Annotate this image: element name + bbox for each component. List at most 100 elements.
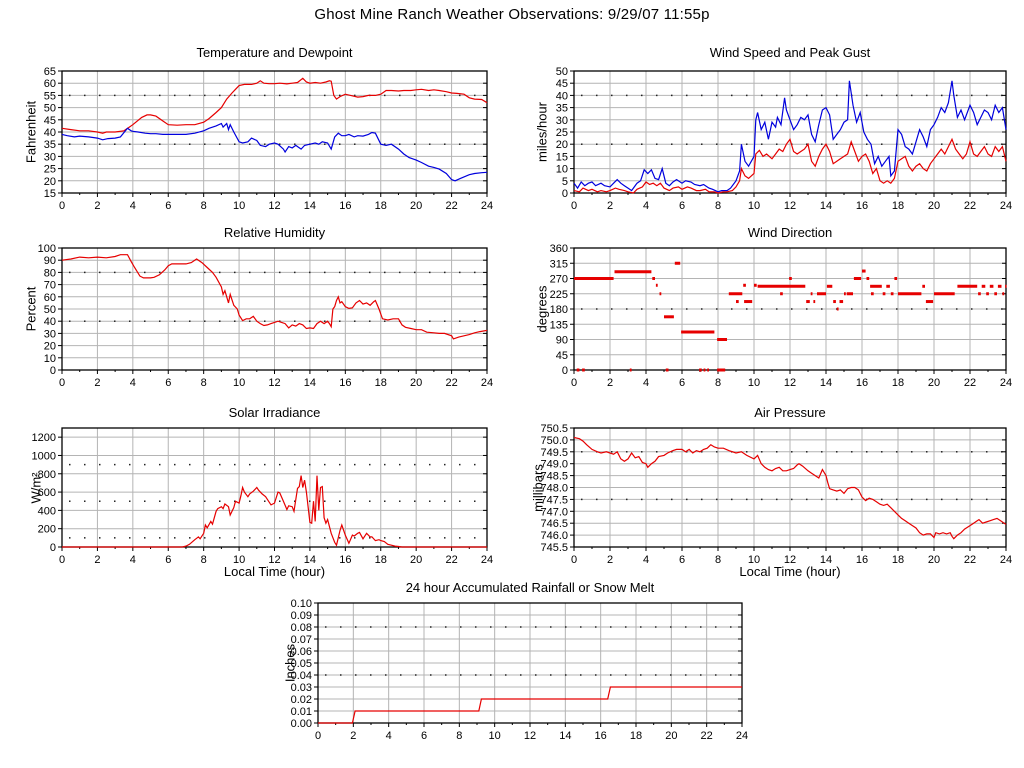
- svg-text:270: 270: [550, 274, 568, 286]
- svg-text:8: 8: [715, 377, 721, 389]
- svg-text:20: 20: [665, 730, 677, 742]
- svg-text:10: 10: [748, 200, 760, 212]
- chart-title-pressure: Air Pressure: [754, 405, 826, 420]
- svg-text:750.5: 750.5: [540, 423, 568, 435]
- svg-text:135: 135: [550, 319, 568, 331]
- svg-text:65: 65: [44, 66, 56, 78]
- svg-text:6: 6: [421, 730, 427, 742]
- svg-text:2: 2: [94, 377, 100, 389]
- svg-text:90: 90: [44, 255, 56, 267]
- svg-text:10: 10: [489, 730, 501, 742]
- svg-text:4: 4: [130, 554, 136, 566]
- svg-text:20: 20: [44, 176, 56, 188]
- svg-text:600: 600: [38, 487, 56, 499]
- svg-text:14: 14: [304, 554, 316, 566]
- svg-text:8: 8: [456, 730, 462, 742]
- svg-text:12: 12: [784, 377, 796, 389]
- svg-text:20: 20: [928, 377, 940, 389]
- svg-text:24: 24: [1000, 554, 1012, 566]
- y-axis-label-millibars: millibars: [530, 464, 546, 512]
- svg-text:22: 22: [701, 730, 713, 742]
- svg-text:746.0: 746.0: [540, 530, 568, 542]
- svg-text:0: 0: [59, 377, 65, 389]
- svg-text:746.5: 746.5: [540, 518, 568, 530]
- svg-text:45: 45: [556, 78, 568, 90]
- svg-text:80: 80: [44, 267, 56, 279]
- svg-text:40: 40: [556, 90, 568, 102]
- svg-text:2: 2: [94, 200, 100, 212]
- svg-text:10: 10: [233, 200, 245, 212]
- svg-text:10: 10: [748, 554, 760, 566]
- svg-text:0: 0: [50, 542, 56, 554]
- chart-title-solar: Solar Irradiance: [228, 405, 321, 420]
- svg-text:60: 60: [44, 78, 56, 90]
- svg-text:4: 4: [386, 730, 392, 742]
- svg-text:2: 2: [607, 200, 613, 212]
- svg-text:40: 40: [44, 316, 56, 328]
- svg-text:8: 8: [201, 377, 207, 389]
- svg-text:35: 35: [44, 139, 56, 151]
- svg-text:18: 18: [892, 554, 904, 566]
- svg-text:6: 6: [165, 377, 171, 389]
- svg-text:0.02: 0.02: [291, 694, 312, 706]
- svg-text:4: 4: [643, 554, 649, 566]
- svg-text:8: 8: [201, 200, 207, 212]
- svg-text:22: 22: [964, 200, 976, 212]
- svg-text:12: 12: [524, 730, 536, 742]
- svg-text:50: 50: [556, 66, 568, 78]
- svg-text:2: 2: [607, 377, 613, 389]
- svg-text:8: 8: [715, 554, 721, 566]
- svg-text:18: 18: [630, 730, 642, 742]
- svg-text:22: 22: [445, 554, 457, 566]
- svg-text:200: 200: [38, 524, 56, 536]
- y-axis-label-fahrenheit: Fahrenheit: [23, 100, 39, 164]
- svg-text:20: 20: [928, 554, 940, 566]
- svg-text:0: 0: [50, 365, 56, 377]
- svg-text:22: 22: [964, 377, 976, 389]
- chart-title-temperature: Temperature and Dewpoint: [196, 45, 353, 60]
- svg-text:14: 14: [304, 377, 316, 389]
- svg-text:60: 60: [44, 292, 56, 304]
- svg-text:20: 20: [44, 341, 56, 353]
- svg-text:20: 20: [410, 200, 422, 212]
- svg-text:4: 4: [130, 377, 136, 389]
- svg-text:0: 0: [562, 188, 568, 200]
- svg-text:747.5: 747.5: [540, 494, 568, 506]
- svg-text:360: 360: [550, 243, 568, 255]
- y-axis-label-wm2: W/m²: [28, 472, 44, 504]
- svg-text:0.00: 0.00: [291, 718, 312, 730]
- svg-text:14: 14: [820, 377, 832, 389]
- svg-text:22: 22: [445, 377, 457, 389]
- svg-text:10: 10: [44, 353, 56, 365]
- svg-text:2: 2: [607, 554, 613, 566]
- svg-text:750.0: 750.0: [540, 435, 568, 447]
- svg-text:24: 24: [481, 200, 493, 212]
- svg-text:0: 0: [571, 377, 577, 389]
- svg-text:10: 10: [233, 554, 245, 566]
- chart-title-humidity: Relative Humidity: [223, 225, 326, 240]
- svg-text:5: 5: [562, 176, 568, 188]
- svg-text:22: 22: [964, 554, 976, 566]
- svg-text:10: 10: [556, 164, 568, 176]
- svg-text:14: 14: [304, 200, 316, 212]
- svg-text:745.5: 745.5: [540, 542, 568, 554]
- svg-text:50: 50: [44, 103, 56, 115]
- svg-text:14: 14: [820, 554, 832, 566]
- svg-text:25: 25: [44, 164, 56, 176]
- svg-text:2: 2: [350, 730, 356, 742]
- svg-text:0: 0: [571, 554, 577, 566]
- svg-text:18: 18: [375, 377, 387, 389]
- x-axis-label-local-time-left: Local Time (hour): [223, 564, 326, 579]
- svg-text:24: 24: [481, 377, 493, 389]
- svg-text:2: 2: [94, 554, 100, 566]
- x-axis-label-local-time-right: Local Time (hour): [739, 564, 841, 579]
- svg-text:70: 70: [44, 280, 56, 292]
- chart-title-rainfall: 24 hour Accumulated Rainfall or Snow Mel…: [405, 580, 655, 595]
- svg-text:12: 12: [268, 377, 280, 389]
- y-axis-label-inches: Inches: [282, 643, 298, 683]
- svg-text:0.06: 0.06: [291, 646, 312, 658]
- svg-text:35: 35: [556, 103, 568, 115]
- svg-text:40: 40: [44, 127, 56, 139]
